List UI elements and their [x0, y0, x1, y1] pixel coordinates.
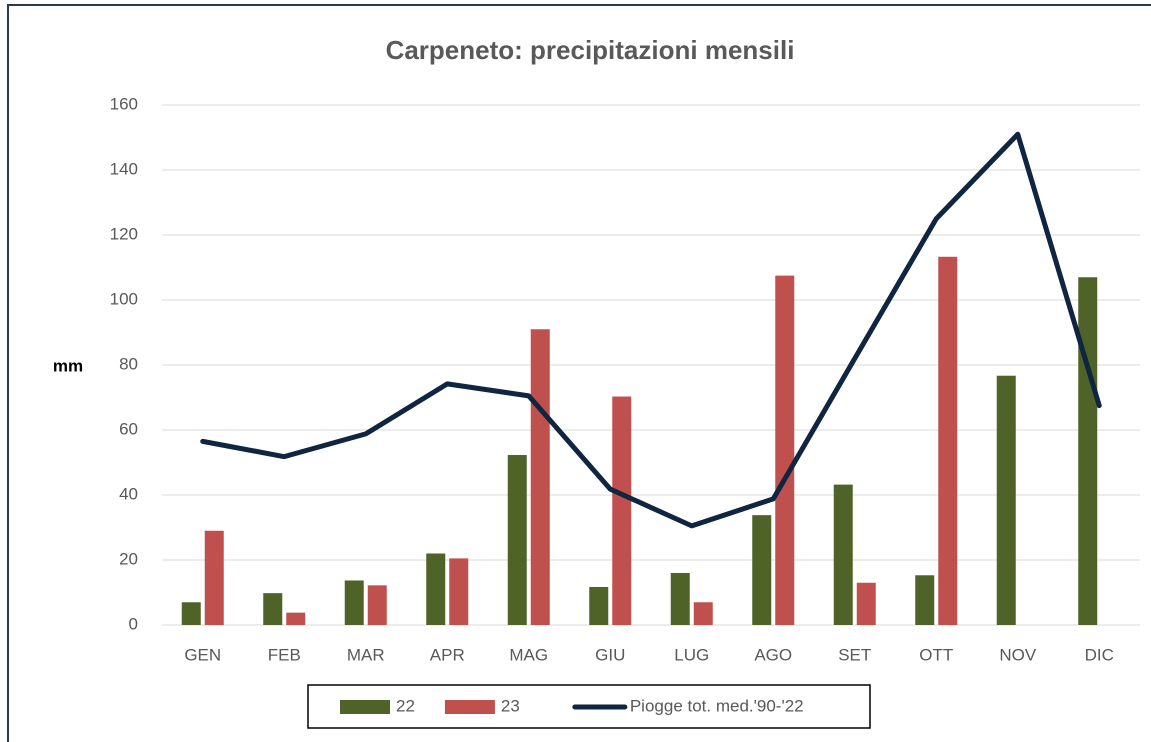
y-tick-label: 60 [119, 419, 138, 438]
x-tick-label: DIC [1085, 645, 1114, 664]
y-tick-label: 80 [119, 354, 138, 373]
bar [612, 396, 632, 625]
legend-swatch [444, 700, 495, 714]
bar [938, 256, 958, 625]
bar [589, 586, 609, 625]
x-tick-label: MAG [509, 645, 548, 664]
bar [996, 375, 1016, 625]
legend-swatch [340, 700, 390, 714]
y-tick-label: 120 [110, 224, 138, 243]
legend-label: 22 [396, 696, 415, 715]
bar [286, 612, 306, 625]
y-axis-label: mm [53, 356, 83, 375]
x-tick-label: LUG [674, 645, 709, 664]
bar [693, 602, 713, 625]
bar [530, 329, 550, 625]
y-tick-label: 160 [110, 94, 138, 113]
x-tick-label: OTT [919, 645, 953, 664]
y-tick-label: 0 [129, 614, 138, 633]
bar [181, 602, 201, 625]
bar [670, 573, 690, 625]
bar [752, 515, 772, 625]
bar [344, 580, 364, 625]
x-tick-label: SET [838, 645, 871, 664]
bar [367, 585, 387, 625]
chart-frame [7, 4, 1151, 742]
y-tick-label: 140 [110, 159, 138, 178]
bar [1078, 277, 1098, 625]
bar [507, 455, 527, 625]
chart-title: Carpeneto: precipitazioni mensili [386, 35, 795, 65]
x-tick-label: FEB [268, 645, 301, 664]
x-tick-label: APR [430, 645, 465, 664]
bar [263, 593, 283, 625]
x-tick-label: GIU [595, 645, 625, 664]
bar [204, 530, 224, 625]
bar [449, 558, 469, 625]
x-tick-label: MAR [347, 645, 385, 664]
bar [775, 275, 795, 625]
line [200, 131, 1102, 529]
y-tick-label: 40 [119, 484, 138, 503]
bar [426, 553, 446, 625]
x-tick-label: NOV [999, 645, 1037, 664]
bar [915, 575, 935, 625]
x-tick-label: GEN [184, 645, 221, 664]
bar [833, 484, 853, 625]
y-tick-label: 100 [110, 289, 138, 308]
legend-label: 23 [501, 696, 520, 715]
legend-label: Piogge tot. med.'90-'22 [630, 696, 804, 715]
y-tick-label: 20 [119, 549, 138, 568]
x-tick-label: AGO [754, 645, 792, 664]
bar [856, 582, 876, 625]
